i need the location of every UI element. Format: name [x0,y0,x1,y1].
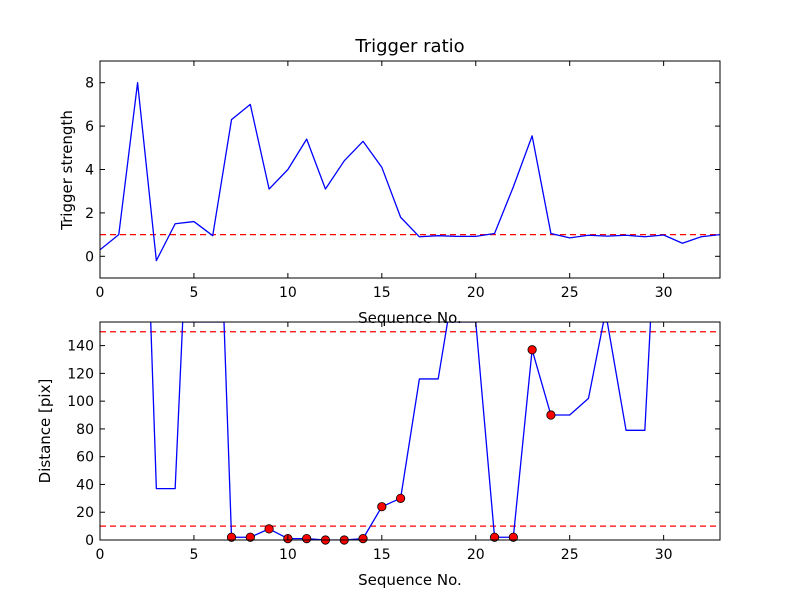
distance-x-tick-label: 25 [561,547,579,563]
distance-data-point [358,534,368,544]
distance-x-axis-label: Sequence No. [358,571,462,589]
distance-x-tick-label: 5 [189,547,198,563]
trigger-y-tick-label: 6 [85,119,94,135]
trigger-x-axis-label: Sequence No. [358,309,462,327]
distance-data-point [264,524,274,534]
distance-data-point [527,345,537,355]
trigger-x-tick-label: 30 [655,285,673,301]
distance-data-point [546,410,556,420]
distance-data-point [377,502,387,512]
distance-data-point [489,532,500,542]
distance-y-tick-label: 60 [76,450,94,466]
distance-x-tick-label: 0 [96,547,105,563]
trigger-plot-marks [100,82,720,262]
trigger-y-tick-label: 4 [85,163,94,179]
trigger-y-axis-label: Trigger strength [58,110,76,231]
trigger-x-tick-label: 0 [96,285,105,301]
distance-y-tick-label: 0 [85,533,94,549]
trigger-series-line-0 [100,82,720,262]
trigger-x-tick-label: 25 [561,285,579,301]
trigger-x-tick-label: 20 [467,285,485,301]
distance-data-point [302,534,312,544]
trigger-y-tick-label: 2 [85,206,94,222]
distance-plot-ticks: 0 5 10 15 20 25 30 0 20 40 60 80 100 120 140 [67,322,720,563]
distance-y-tick-label: 40 [76,477,94,493]
distance-data-point [226,532,237,542]
distance-y-tick-label: 20 [76,505,94,521]
distance-data-point [508,532,518,542]
distance-data-point [245,532,255,542]
trigger-x-tick-label: 5 [189,285,198,301]
distance-subplot: 0 5 10 15 20 25 30 0 20 40 60 80 100 120 140 Sequence … [36,321,721,589]
distance-x-tick-label: 30 [655,547,673,563]
distance-data-point [396,493,406,503]
trigger-x-tick-label: 10 [279,285,297,301]
distance-x-tick-label: 20 [467,547,485,563]
trigger-plot-ticks: 0 5 10 15 20 25 30 0 2 4 6 8 [85,61,720,301]
chart-title: Trigger ratio [354,36,464,57]
trigger-x-tick-label: 15 [373,285,391,301]
trigger-y-tick-label: 8 [85,76,94,92]
distance-y-tick-label: 140 [67,339,94,355]
trigger-plot-area [100,82,720,262]
distance-y-tick-label: 120 [67,366,94,382]
distance-y-tick-label: 80 [76,422,94,438]
distance-x-tick-label: 10 [279,547,297,563]
distance-y-axis-label: Distance [pix] [36,379,54,484]
trigger-y-tick-label: 0 [85,249,94,265]
distance-y-tick-label: 100 [67,394,94,410]
distance-plot-frame [99,321,721,541]
distance-x-tick-label: 15 [373,547,391,563]
